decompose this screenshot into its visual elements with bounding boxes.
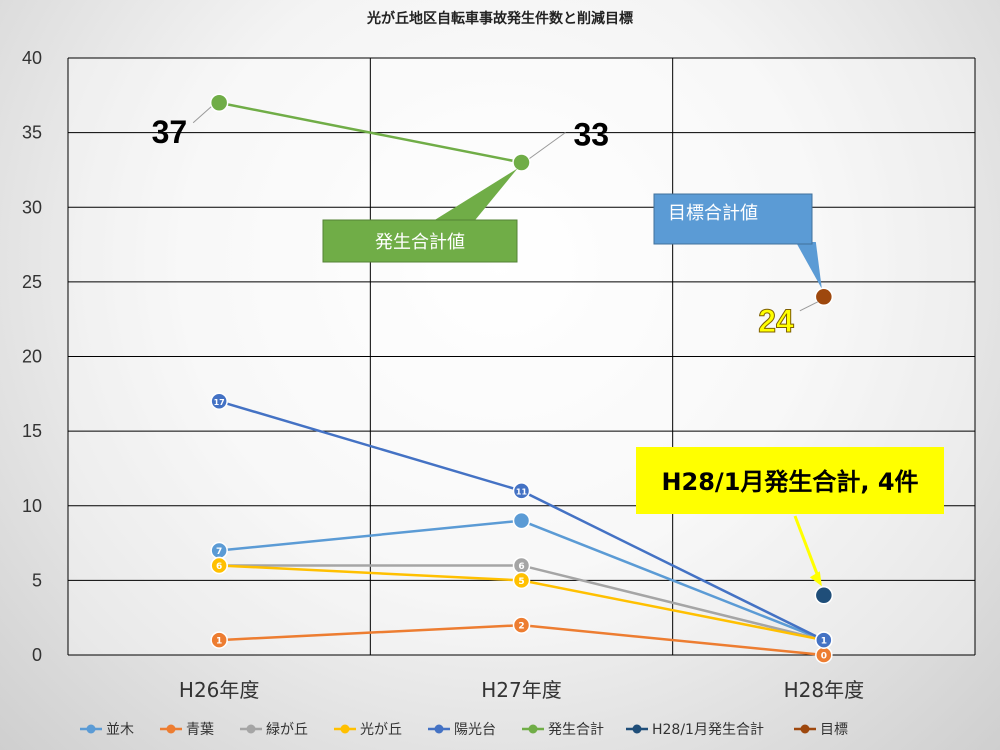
total-callout-box [322,219,518,263]
y-tick-label: 20 [22,347,42,367]
data-point [210,556,228,575]
monthly-callout-arrowhead [809,571,822,587]
y-tick-label: 25 [22,272,42,292]
data-point [512,571,531,590]
label-leader [799,301,819,312]
legend-swatch-marker [434,724,444,734]
monthly-callout-arrow [793,515,822,582]
y-tick-label: 5 [32,570,42,590]
legend-swatch-marker [632,724,642,734]
x-tick-label: H26年度 [179,678,260,702]
y-tick-label: 0 [32,645,42,665]
y-tick-label: 35 [22,123,42,143]
legend-entry: 陽光台 [454,722,496,738]
y-tick-label: 40 [22,48,42,68]
legend-entry: 緑が丘 [266,722,308,738]
label-leader [529,132,566,159]
legend-entry: 目標 [820,722,848,738]
legend-swatch-marker [800,724,810,734]
target-callout-box [653,193,813,245]
chart-title: 光が丘地区自転車事故発生件数と削減目標 [367,11,633,27]
data-point [512,616,531,634]
data-label: 24 [758,303,794,339]
target-callout-text: 目標合計値 [668,203,758,224]
monthly-callout-box [636,447,944,514]
y-tick-label: 30 [22,197,42,217]
legend-entry: 光が丘 [360,722,402,738]
target-callout-pointer [795,242,822,289]
data-point [815,631,833,649]
data-label: 33 [574,116,610,152]
total-callout-text: 発生合計値 [375,232,465,253]
data-point [209,93,229,113]
data-label: 1 [216,637,222,647]
y-tick-label: 15 [22,421,42,441]
data-point [814,586,834,605]
legend-swatch-marker [340,724,350,734]
series-line [218,101,522,164]
legend-swatch-marker [166,724,176,734]
label-leader [192,106,212,124]
data-point [512,482,531,500]
legend-swatch-marker [528,724,538,734]
data-label: 1 [821,637,827,647]
data-label: 5 [518,577,524,587]
legend-entry: H28/1月発生合計 [652,722,764,738]
data-point [210,631,228,649]
data-point [512,511,531,530]
data-point [814,287,834,307]
legend-entry: 発生合計 [548,722,604,738]
data-label: 6 [216,562,222,572]
legend-swatch-marker [86,724,96,734]
data-point [210,392,228,411]
y-tick-label: 10 [22,496,42,516]
x-tick-label: H27年度 [481,678,562,702]
data-label: 2 [518,622,524,632]
data-label: 7 [216,547,222,557]
data-point [512,153,531,172]
legend-swatch-marker [246,724,256,734]
data-label: 0 [821,652,827,662]
total-callout-pointer [431,168,518,222]
monthly-callout-text: H28/1月発生合計, 4件 [661,468,918,496]
x-tick-label: H28年度 [784,678,865,702]
data-label: 17 [214,398,225,407]
data-label: 11 [516,487,528,496]
data-label: 6 [518,562,524,572]
legend-entry: 並木 [106,722,134,738]
data-label: 37 [152,114,188,150]
legend-entry: 青葉 [186,722,214,738]
